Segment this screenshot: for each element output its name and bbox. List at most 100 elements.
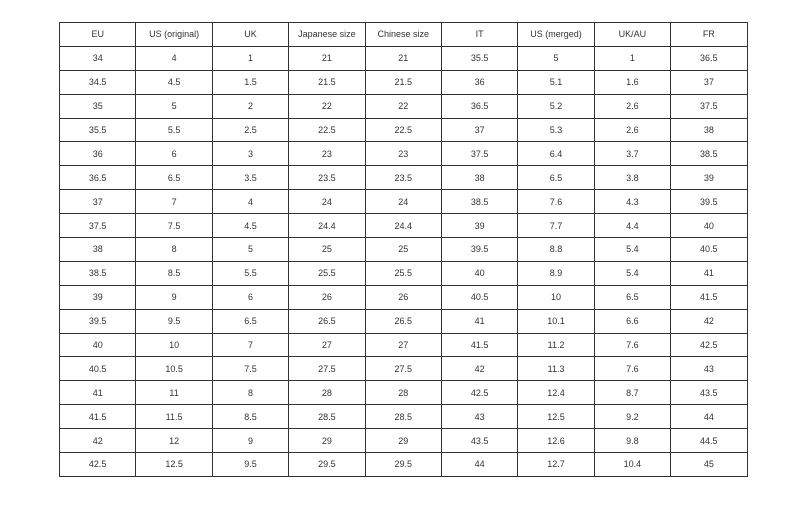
table-cell: 5.1 — [517, 69, 595, 95]
table-cell: 43.5 — [440, 428, 519, 454]
table-cell: 43 — [670, 356, 748, 382]
table-cell: 2 — [211, 93, 290, 119]
table-cell: 38.5 — [58, 260, 137, 286]
table-cell: 41.5 — [58, 404, 137, 430]
table-cell: 41.5 — [670, 284, 748, 310]
table-cell: 3 — [211, 141, 290, 167]
table-cell: 9 — [211, 428, 290, 454]
header-cell: US (original) — [135, 22, 213, 47]
table-cell: 40.5 — [58, 356, 137, 382]
table-cell: 7.6 — [593, 332, 672, 358]
table-cell: 42.5 — [670, 332, 748, 358]
table-cell: 8.9 — [517, 260, 595, 286]
table-row: 42.5 12.5 9.5 29.5 29.5 44 12.7 10.4 45 — [58, 452, 748, 477]
table-cell: 12.7 — [517, 452, 595, 477]
table-row: 36 6 3 23 23 37.5 6.4 3.7 38.5 — [58, 141, 748, 167]
table-cell: 4.5 — [211, 213, 290, 239]
table-cell: 21.5 — [288, 69, 366, 95]
table-cell: 41 — [440, 308, 519, 334]
table-row: 35.5 5.5 2.5 22.5 22.5 37 5.3 2.6 38 — [58, 117, 748, 143]
table-cell: 6.5 — [211, 308, 290, 334]
table-cell: 8.8 — [517, 237, 595, 262]
table-cell: 25.5 — [288, 260, 366, 286]
table-cell: 5.2 — [517, 93, 595, 119]
table-cell: 39.5 — [440, 237, 519, 262]
table-cell: 36.5 — [670, 45, 748, 71]
table-cell: 22.5 — [364, 117, 442, 143]
table-cell: 3.5 — [211, 165, 290, 191]
table-cell: 10 — [135, 332, 213, 358]
table-cell: 7.5 — [211, 356, 290, 382]
table-cell: 39.5 — [670, 189, 748, 215]
table-cell: 12.5 — [135, 452, 213, 477]
table-cell: 5 — [211, 237, 290, 262]
table-cell: 28 — [364, 380, 442, 406]
table-cell: 37.5 — [58, 213, 137, 239]
table-cell: 26 — [364, 284, 442, 310]
table-cell: 38 — [440, 165, 519, 191]
table-row: 41 11 8 28 28 42.5 12.4 8.7 43.5 — [58, 380, 748, 406]
table-cell: 6 — [135, 141, 213, 167]
table-cell: 41 — [58, 380, 137, 406]
table-cell: 36.5 — [440, 93, 519, 119]
table-cell: 34 — [58, 45, 137, 71]
table-cell: 5 — [135, 93, 213, 119]
table-cell: 40 — [440, 260, 519, 286]
table-cell: 7.6 — [593, 356, 672, 382]
table-cell: 9.8 — [593, 428, 672, 454]
table-cell: 12.5 — [517, 404, 595, 430]
table-row: 35 5 2 22 22 36.5 5.2 2.6 37.5 — [58, 93, 748, 119]
table-cell: 11.2 — [517, 332, 595, 358]
table-row: 40.5 10.5 7.5 27.5 27.5 42 11.3 7.6 43 — [58, 356, 748, 382]
table-cell: 7.6 — [517, 189, 595, 215]
table-cell: 29 — [288, 428, 366, 454]
table-cell: 4.5 — [135, 69, 213, 95]
table-cell: 5 — [517, 45, 595, 71]
table-cell: 25 — [364, 237, 442, 262]
table-cell: 10 — [517, 284, 595, 310]
header-cell: Japanese size — [288, 22, 366, 47]
size-conversion-table: EU US (original) UK Japanese size Chinese si… — [58, 22, 748, 477]
table-cell: 8.7 — [593, 380, 672, 406]
table-cell: 23.5 — [288, 165, 366, 191]
table-cell: 29.5 — [364, 452, 442, 477]
table-cell: 3.7 — [593, 141, 672, 167]
table-cell: 42.5 — [440, 380, 519, 406]
table-cell: 35 — [58, 93, 137, 119]
table-cell: 5.4 — [593, 237, 672, 262]
table-cell: 38.5 — [440, 189, 519, 215]
table-cell: 2.5 — [211, 117, 290, 143]
table-row: 34.5 4.5 1.5 21.5 21.5 36 5.1 1.6 37 — [58, 69, 748, 95]
table-cell: 38 — [670, 117, 748, 143]
table-cell: 27.5 — [364, 356, 442, 382]
table-cell: 37 — [440, 117, 519, 143]
header-cell: UK — [211, 22, 290, 47]
table-cell: 4.3 — [593, 189, 672, 215]
table-cell: 27 — [288, 332, 366, 358]
table-cell: 11.3 — [517, 356, 595, 382]
table-cell: 27.5 — [288, 356, 366, 382]
table-cell: 9.5 — [211, 452, 290, 477]
table-row: 38 8 5 25 25 39.5 8.8 5.4 40.5 — [58, 237, 748, 262]
table-cell: 26.5 — [364, 308, 442, 334]
table-cell: 38 — [58, 237, 137, 262]
table-cell: 5.4 — [593, 260, 672, 286]
table-row: 38.5 8.5 5.5 25.5 25.5 40 8.9 5.4 41 — [58, 260, 748, 286]
table-cell: 39 — [670, 165, 748, 191]
table-cell: 6.4 — [517, 141, 595, 167]
table-cell: 1.6 — [593, 69, 672, 95]
table-cell: 35.5 — [58, 117, 137, 143]
table-cell: 12 — [135, 428, 213, 454]
header-cell: FR — [670, 22, 748, 47]
table-cell: 35.5 — [440, 45, 519, 71]
table-cell: 37.5 — [670, 93, 748, 119]
table-cell: 39 — [440, 213, 519, 239]
table-row: 39 9 6 26 26 40.5 10 6.5 41.5 — [58, 284, 748, 310]
table-cell: 23.5 — [364, 165, 442, 191]
table-cell: 25 — [288, 237, 366, 262]
table-cell: 1.5 — [211, 69, 290, 95]
table-cell: 7 — [211, 332, 290, 358]
table-cell: 42 — [58, 428, 137, 454]
table-cell: 40 — [58, 332, 137, 358]
table-cell: 26.5 — [288, 308, 366, 334]
